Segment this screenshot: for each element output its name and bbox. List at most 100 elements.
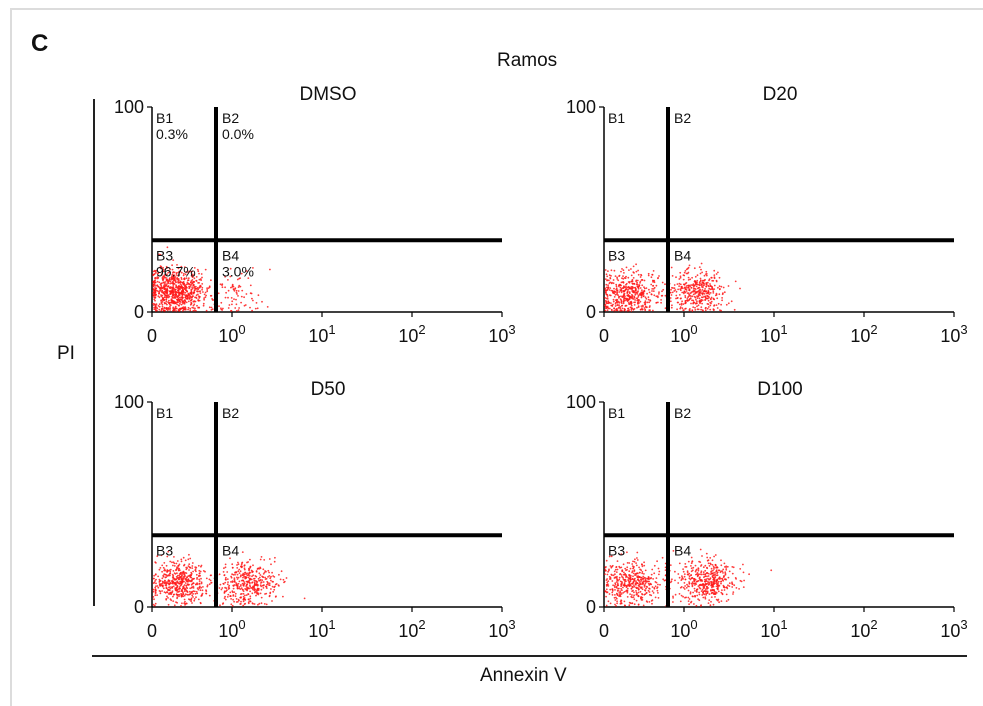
scatter-point [691,284,694,287]
scatter-point [726,565,729,568]
scatter-point [707,572,710,575]
scatter-point [211,298,214,300]
scatter-point [231,563,234,566]
scatter-point [249,306,251,309]
scatter-point [721,570,724,573]
scatter-point [166,303,168,306]
scatter-point [162,587,165,590]
scatter-point [643,286,645,288]
scatter-point [712,569,714,572]
x-tick-label: 103 [488,322,515,346]
scatter-point [652,281,654,283]
scatter-point [234,595,237,598]
scatter-point [233,580,236,582]
scatter-point [697,569,700,572]
scatter-point [273,588,276,591]
scatter-point [717,302,720,305]
scatter-point [730,300,733,303]
scatter-point [620,553,623,556]
scatter-point [179,283,182,285]
scatter-point [155,269,158,272]
scatter-point [613,296,616,298]
scatter-point [230,310,233,312]
scatter-point [639,308,642,311]
scatter-point [206,290,209,293]
scatter-point [175,578,178,580]
scatter-point [257,567,259,570]
scatter-point [190,591,193,594]
scatter-point [237,286,240,288]
scatter-point [689,578,692,581]
scatter-point [259,566,261,569]
scatter-point [626,291,629,294]
scatter-point [633,569,636,571]
scatter-point [163,301,166,304]
scatter-point [203,297,206,299]
scatter-point [265,570,267,573]
scatter-point [623,285,625,287]
scatter-point [706,559,709,562]
scatter-point [184,593,187,596]
scatter-point [206,287,209,290]
scatter-point [691,276,693,279]
scatter-point [693,582,696,585]
scatter-point [189,598,191,601]
scatter-point [232,285,235,288]
scatter-point [678,285,680,287]
scatter-point [198,569,201,572]
scatter-point [245,585,248,587]
scatter-point [631,294,634,297]
scatter-point [195,309,197,312]
scatter-point [732,566,735,569]
scatter-point [181,579,184,582]
scatter-point [660,299,662,301]
scatter-point [221,286,224,289]
scatter-point [635,270,638,273]
scatter-point [221,309,224,311]
scatter-point [628,281,631,284]
scatter-point [643,576,646,579]
scatter-point [260,581,263,583]
scatter-point [630,280,633,283]
scatter-point [644,569,647,572]
scatter-point [679,283,682,286]
scatter-point [674,579,676,582]
scatter-point [176,589,178,592]
scatter-point [698,266,701,268]
scatter-point [609,281,612,284]
scatter-point [251,592,254,595]
scatter-point [707,303,710,306]
scatter-point [712,565,715,568]
scatter-point [607,580,610,583]
scatter-point [616,278,619,280]
scatter-point [262,573,265,575]
scatter-point [195,583,198,585]
scatter-point [205,592,208,595]
scatter-point [641,565,644,568]
scatter-point [192,578,195,580]
scatter-point [636,559,639,561]
scatter-point [647,576,650,578]
scatter-point [183,598,186,601]
scatter-point [242,585,245,587]
scatter-point [188,296,191,299]
scatter-point [219,283,222,286]
scatter-point [728,570,731,573]
scatter-point [237,309,240,311]
scatter-point [178,296,181,299]
scatter-point [181,577,184,580]
scatter-point [152,302,154,305]
scatter-point [238,307,241,309]
scatter-point [204,296,207,299]
scatter-point [682,595,684,598]
scatter-point [639,282,641,284]
x-tick-label: 101 [308,322,335,346]
scatter-point [178,309,181,312]
scatter-point [675,290,678,293]
scatter-point [265,603,268,606]
scatter-point [173,572,176,574]
scatter-point [627,276,630,279]
scatter-point [664,283,666,286]
scatter-point [229,595,232,598]
scatter-point [619,307,622,310]
